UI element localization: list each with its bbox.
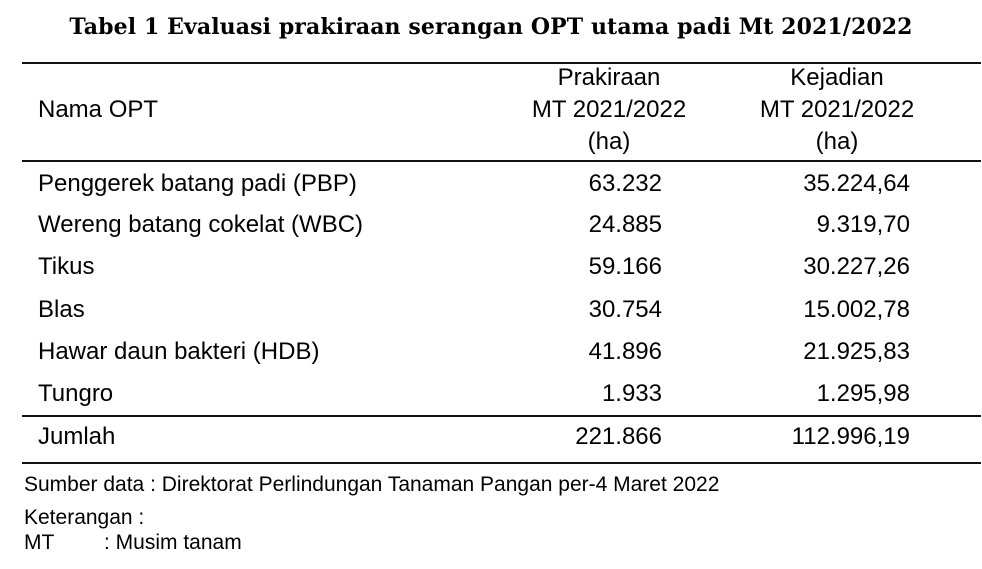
top-rule: [22, 62, 981, 64]
total-rule: [22, 415, 981, 417]
header-kejadian-line3: (ha): [815, 128, 859, 155]
row-kejadian: 1.295,98: [816, 380, 910, 407]
total-label: Jumlah: [38, 423, 116, 450]
bottom-rule: [22, 462, 981, 464]
mt-description: : Musim tanam: [104, 531, 242, 554]
header-kejadian: Kejadian MT 2021/2022 (ha): [728, 62, 946, 158]
row-kejadian: 30.227,26: [803, 253, 910, 280]
row-name: Penggerek batang padi (PBP): [38, 170, 357, 197]
row-prakiraan: 63.232: [588, 170, 662, 197]
row-prakiraan: 59.166: [588, 253, 662, 280]
source-note: Sumber data : Direktorat Perlindungan Ta…: [24, 473, 720, 496]
header-prakiraan-line3: (ha): [587, 128, 631, 155]
table-title: Tabel 1 Evaluasi prakiraan serangan OPT …: [69, 14, 913, 40]
row-kejadian: 21.925,83: [803, 338, 910, 365]
total-prakiraan: 221.866: [575, 423, 662, 450]
header-kejadian-line1: Kejadian: [790, 64, 884, 91]
row-name: Blas: [38, 296, 85, 323]
row-name: Tungro: [38, 380, 114, 407]
row-kejadian: 9.319,70: [816, 211, 910, 238]
row-prakiraan: 1.933: [601, 380, 662, 407]
row-kejadian: 35.224,64: [803, 170, 910, 197]
header-prakiraan-line1: Prakiraan: [557, 64, 661, 91]
mt-abbr: MT: [24, 531, 55, 554]
row-prakiraan: 30.754: [588, 296, 662, 323]
header-prakiraan: Prakiraan MT 2021/2022 (ha): [500, 62, 718, 158]
header-rule: [22, 160, 981, 162]
row-name: Hawar daun bakteri (HDB): [38, 338, 320, 365]
row-prakiraan: 41.896: [588, 338, 662, 365]
header-name: Nama OPT: [38, 96, 159, 123]
row-name: Wereng batang cokelat (WBC): [38, 211, 364, 238]
keterangan-label: Keterangan :: [24, 506, 145, 529]
row-prakiraan: 24.885: [588, 211, 662, 238]
header-kejadian-line2: MT 2021/2022: [759, 96, 915, 123]
row-name: Tikus: [38, 253, 95, 280]
header-prakiraan-line2: MT 2021/2022: [531, 96, 687, 123]
total-kejadian: 112.996,19: [791, 423, 910, 450]
row-kejadian: 15.002,78: [803, 296, 910, 323]
